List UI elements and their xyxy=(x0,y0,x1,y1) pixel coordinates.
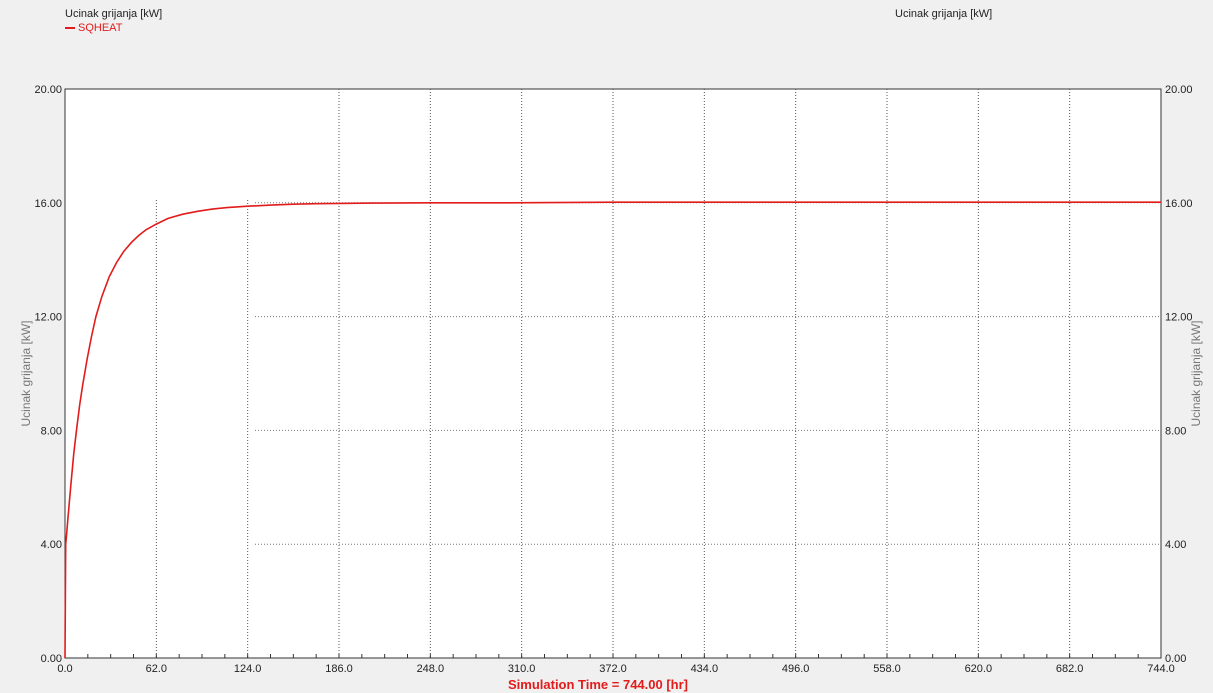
legend-swatch xyxy=(65,27,75,29)
y-tick-label-right: 16.00 xyxy=(1165,198,1193,210)
x-tick-label: 0.0 xyxy=(57,663,72,675)
x-tick-label: 310.0 xyxy=(508,663,536,675)
y-tick-label-left: 0.00 xyxy=(41,653,62,665)
y-tick-label-right: 8.00 xyxy=(1165,425,1186,437)
y-tick-label-right: 0.00 xyxy=(1165,653,1186,665)
y-tick-label-right: 4.00 xyxy=(1165,539,1186,551)
legend-label-sqheat: SQHEAT xyxy=(78,22,123,34)
x-tick-label: 744.0 xyxy=(1147,663,1175,675)
x-tick-label: 496.0 xyxy=(782,663,810,675)
y-tick-label-left: 12.00 xyxy=(34,312,62,324)
x-tick-label: 186.0 xyxy=(325,663,353,675)
x-tick-label: 558.0 xyxy=(873,663,901,675)
y-tick-label-left: 8.00 xyxy=(41,425,62,437)
x-tick-label: 434.0 xyxy=(691,663,719,675)
y-axis-label-left: Ucinak grijanja [kW] xyxy=(19,320,33,426)
y-tick-label-left: 20.00 xyxy=(34,84,62,96)
y-tick-label-left: 16.00 xyxy=(34,198,62,210)
right-axis-title: Ucinak grijanja [kW] xyxy=(895,8,993,20)
series-line-sqheat xyxy=(64,201,1161,659)
x-axis-label: Simulation Time = 744.00 [hr] xyxy=(508,677,688,692)
y-axis-label-right: Ucinak grijanja [kW] xyxy=(1189,320,1203,426)
x-tick-label: 682.0 xyxy=(1056,663,1084,675)
x-tick-label: 62.0 xyxy=(146,663,167,675)
y-tick-label-left: 4.00 xyxy=(41,539,62,551)
x-tick-label: 620.0 xyxy=(965,663,993,675)
x-tick-label: 372.0 xyxy=(599,663,627,675)
y-tick-label-right: 20.00 xyxy=(1165,84,1193,96)
legend[interactable]: SQHEAT xyxy=(65,22,122,34)
x-tick-label: 248.0 xyxy=(417,663,445,675)
x-tick-label: 124.0 xyxy=(234,663,262,675)
y-tick-label-right: 12.00 xyxy=(1165,312,1193,324)
left-axis-title: Ucinak grijanja [kW] xyxy=(65,8,163,20)
